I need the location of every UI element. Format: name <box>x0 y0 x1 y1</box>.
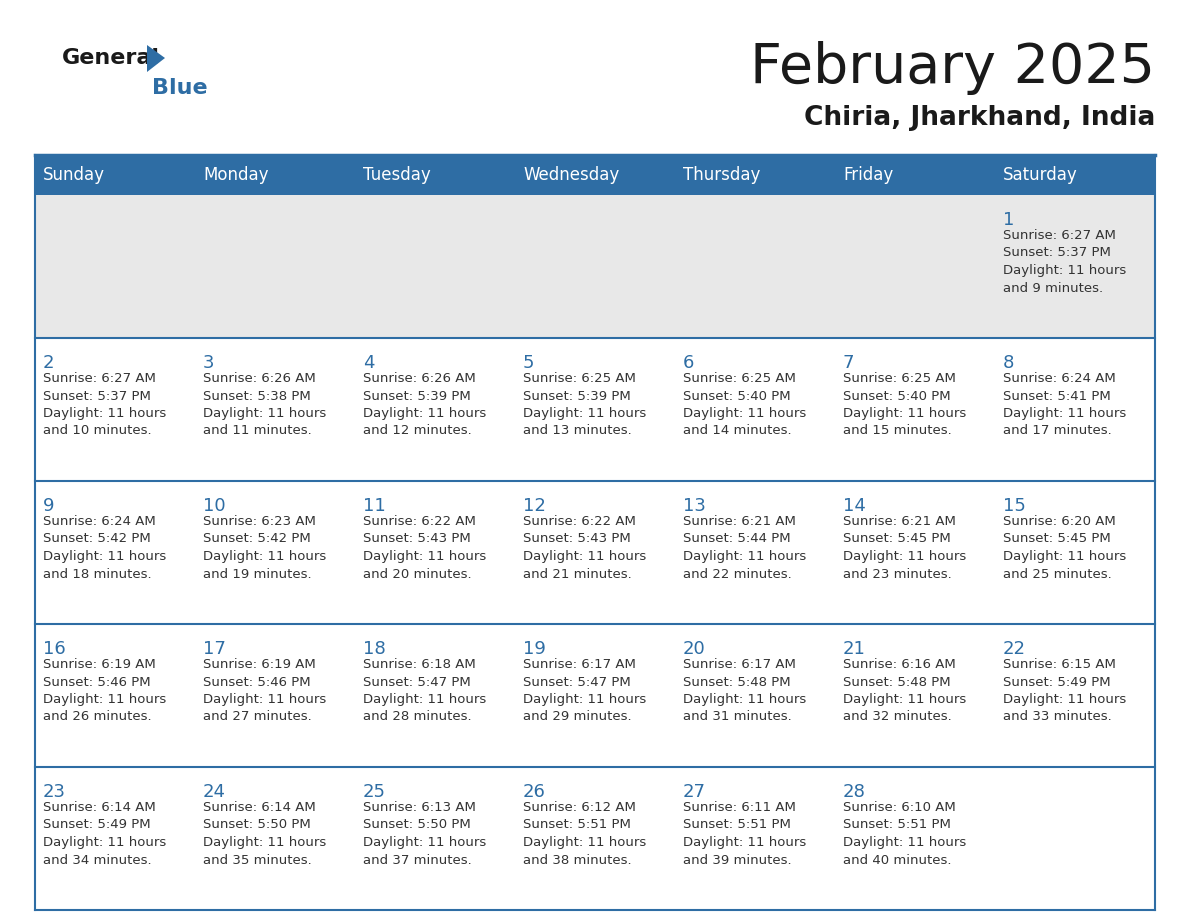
Text: Sunrise: 6:25 AM
Sunset: 5:39 PM
Daylight: 11 hours
and 13 minutes.: Sunrise: 6:25 AM Sunset: 5:39 PM Dayligh… <box>523 372 646 438</box>
Text: 23: 23 <box>43 783 67 801</box>
Text: Friday: Friday <box>843 166 893 184</box>
Bar <box>34 624 1155 767</box>
Text: 11: 11 <box>364 497 386 515</box>
Text: Sunrise: 6:10 AM
Sunset: 5:51 PM
Daylight: 11 hours
and 40 minutes.: Sunrise: 6:10 AM Sunset: 5:51 PM Dayligh… <box>843 801 966 867</box>
Text: Sunrise: 6:24 AM
Sunset: 5:42 PM
Daylight: 11 hours
and 18 minutes.: Sunrise: 6:24 AM Sunset: 5:42 PM Dayligh… <box>43 515 166 580</box>
Text: 19: 19 <box>523 640 545 658</box>
Text: 14: 14 <box>843 497 866 515</box>
Text: Sunrise: 6:11 AM
Sunset: 5:51 PM
Daylight: 11 hours
and 39 minutes.: Sunrise: 6:11 AM Sunset: 5:51 PM Dayligh… <box>683 801 807 867</box>
Text: 28: 28 <box>843 783 866 801</box>
Text: 22: 22 <box>1003 640 1026 658</box>
Text: 20: 20 <box>683 640 706 658</box>
Text: 24: 24 <box>203 783 226 801</box>
Text: 25: 25 <box>364 783 386 801</box>
Bar <box>34 155 1155 195</box>
Text: Sunrise: 6:27 AM
Sunset: 5:37 PM
Daylight: 11 hours
and 10 minutes.: Sunrise: 6:27 AM Sunset: 5:37 PM Dayligh… <box>43 372 166 438</box>
Text: 9: 9 <box>43 497 55 515</box>
Text: Sunrise: 6:26 AM
Sunset: 5:38 PM
Daylight: 11 hours
and 11 minutes.: Sunrise: 6:26 AM Sunset: 5:38 PM Dayligh… <box>203 372 327 438</box>
Text: 8: 8 <box>1003 354 1015 372</box>
Text: Sunrise: 6:22 AM
Sunset: 5:43 PM
Daylight: 11 hours
and 20 minutes.: Sunrise: 6:22 AM Sunset: 5:43 PM Dayligh… <box>364 515 486 580</box>
Text: 26: 26 <box>523 783 545 801</box>
Text: 21: 21 <box>843 640 866 658</box>
Text: Chiria, Jharkhand, India: Chiria, Jharkhand, India <box>803 105 1155 131</box>
Text: 1: 1 <box>1003 211 1015 229</box>
Text: Sunday: Sunday <box>43 166 105 184</box>
Text: 13: 13 <box>683 497 706 515</box>
Text: Sunrise: 6:23 AM
Sunset: 5:42 PM
Daylight: 11 hours
and 19 minutes.: Sunrise: 6:23 AM Sunset: 5:42 PM Dayligh… <box>203 515 327 580</box>
Text: Sunrise: 6:14 AM
Sunset: 5:49 PM
Daylight: 11 hours
and 34 minutes.: Sunrise: 6:14 AM Sunset: 5:49 PM Dayligh… <box>43 801 166 867</box>
Text: Sunrise: 6:19 AM
Sunset: 5:46 PM
Daylight: 11 hours
and 27 minutes.: Sunrise: 6:19 AM Sunset: 5:46 PM Dayligh… <box>203 658 327 723</box>
Text: 16: 16 <box>43 640 65 658</box>
Text: 7: 7 <box>843 354 854 372</box>
Text: Saturday: Saturday <box>1003 166 1078 184</box>
Text: Sunrise: 6:24 AM
Sunset: 5:41 PM
Daylight: 11 hours
and 17 minutes.: Sunrise: 6:24 AM Sunset: 5:41 PM Dayligh… <box>1003 372 1126 438</box>
Text: February 2025: February 2025 <box>750 41 1155 95</box>
Text: Sunrise: 6:16 AM
Sunset: 5:48 PM
Daylight: 11 hours
and 32 minutes.: Sunrise: 6:16 AM Sunset: 5:48 PM Dayligh… <box>843 658 966 723</box>
Text: Sunrise: 6:13 AM
Sunset: 5:50 PM
Daylight: 11 hours
and 37 minutes.: Sunrise: 6:13 AM Sunset: 5:50 PM Dayligh… <box>364 801 486 867</box>
Bar <box>34 195 1155 338</box>
Text: General: General <box>62 48 160 68</box>
Text: Sunrise: 6:26 AM
Sunset: 5:39 PM
Daylight: 11 hours
and 12 minutes.: Sunrise: 6:26 AM Sunset: 5:39 PM Dayligh… <box>364 372 486 438</box>
Text: Sunrise: 6:21 AM
Sunset: 5:44 PM
Daylight: 11 hours
and 22 minutes.: Sunrise: 6:21 AM Sunset: 5:44 PM Dayligh… <box>683 515 807 580</box>
Text: Wednesday: Wednesday <box>523 166 619 184</box>
Text: Sunrise: 6:25 AM
Sunset: 5:40 PM
Daylight: 11 hours
and 14 minutes.: Sunrise: 6:25 AM Sunset: 5:40 PM Dayligh… <box>683 372 807 438</box>
Text: Monday: Monday <box>203 166 268 184</box>
Bar <box>34 481 1155 624</box>
Bar <box>34 338 1155 481</box>
Text: 6: 6 <box>683 354 694 372</box>
Text: Sunrise: 6:21 AM
Sunset: 5:45 PM
Daylight: 11 hours
and 23 minutes.: Sunrise: 6:21 AM Sunset: 5:45 PM Dayligh… <box>843 515 966 580</box>
Text: 10: 10 <box>203 497 226 515</box>
Text: 18: 18 <box>364 640 386 658</box>
Bar <box>34 767 1155 910</box>
Text: Thursday: Thursday <box>683 166 760 184</box>
Polygon shape <box>147 45 165 72</box>
Text: Sunrise: 6:17 AM
Sunset: 5:48 PM
Daylight: 11 hours
and 31 minutes.: Sunrise: 6:17 AM Sunset: 5:48 PM Dayligh… <box>683 658 807 723</box>
Text: 2: 2 <box>43 354 55 372</box>
Text: 5: 5 <box>523 354 535 372</box>
Text: Blue: Blue <box>152 78 208 98</box>
Text: Sunrise: 6:20 AM
Sunset: 5:45 PM
Daylight: 11 hours
and 25 minutes.: Sunrise: 6:20 AM Sunset: 5:45 PM Dayligh… <box>1003 515 1126 580</box>
Text: Sunrise: 6:12 AM
Sunset: 5:51 PM
Daylight: 11 hours
and 38 minutes.: Sunrise: 6:12 AM Sunset: 5:51 PM Dayligh… <box>523 801 646 867</box>
Text: Sunrise: 6:14 AM
Sunset: 5:50 PM
Daylight: 11 hours
and 35 minutes.: Sunrise: 6:14 AM Sunset: 5:50 PM Dayligh… <box>203 801 327 867</box>
Text: 3: 3 <box>203 354 215 372</box>
Text: Sunrise: 6:22 AM
Sunset: 5:43 PM
Daylight: 11 hours
and 21 minutes.: Sunrise: 6:22 AM Sunset: 5:43 PM Dayligh… <box>523 515 646 580</box>
Text: Sunrise: 6:18 AM
Sunset: 5:47 PM
Daylight: 11 hours
and 28 minutes.: Sunrise: 6:18 AM Sunset: 5:47 PM Dayligh… <box>364 658 486 723</box>
Text: Sunrise: 6:17 AM
Sunset: 5:47 PM
Daylight: 11 hours
and 29 minutes.: Sunrise: 6:17 AM Sunset: 5:47 PM Dayligh… <box>523 658 646 723</box>
Text: Sunrise: 6:15 AM
Sunset: 5:49 PM
Daylight: 11 hours
and 33 minutes.: Sunrise: 6:15 AM Sunset: 5:49 PM Dayligh… <box>1003 658 1126 723</box>
Text: 17: 17 <box>203 640 226 658</box>
Text: Sunrise: 6:19 AM
Sunset: 5:46 PM
Daylight: 11 hours
and 26 minutes.: Sunrise: 6:19 AM Sunset: 5:46 PM Dayligh… <box>43 658 166 723</box>
Text: 12: 12 <box>523 497 545 515</box>
Text: Sunrise: 6:25 AM
Sunset: 5:40 PM
Daylight: 11 hours
and 15 minutes.: Sunrise: 6:25 AM Sunset: 5:40 PM Dayligh… <box>843 372 966 438</box>
Text: 27: 27 <box>683 783 706 801</box>
Text: 15: 15 <box>1003 497 1026 515</box>
Text: Sunrise: 6:27 AM
Sunset: 5:37 PM
Daylight: 11 hours
and 9 minutes.: Sunrise: 6:27 AM Sunset: 5:37 PM Dayligh… <box>1003 229 1126 295</box>
Text: 4: 4 <box>364 354 374 372</box>
Text: Tuesday: Tuesday <box>364 166 431 184</box>
